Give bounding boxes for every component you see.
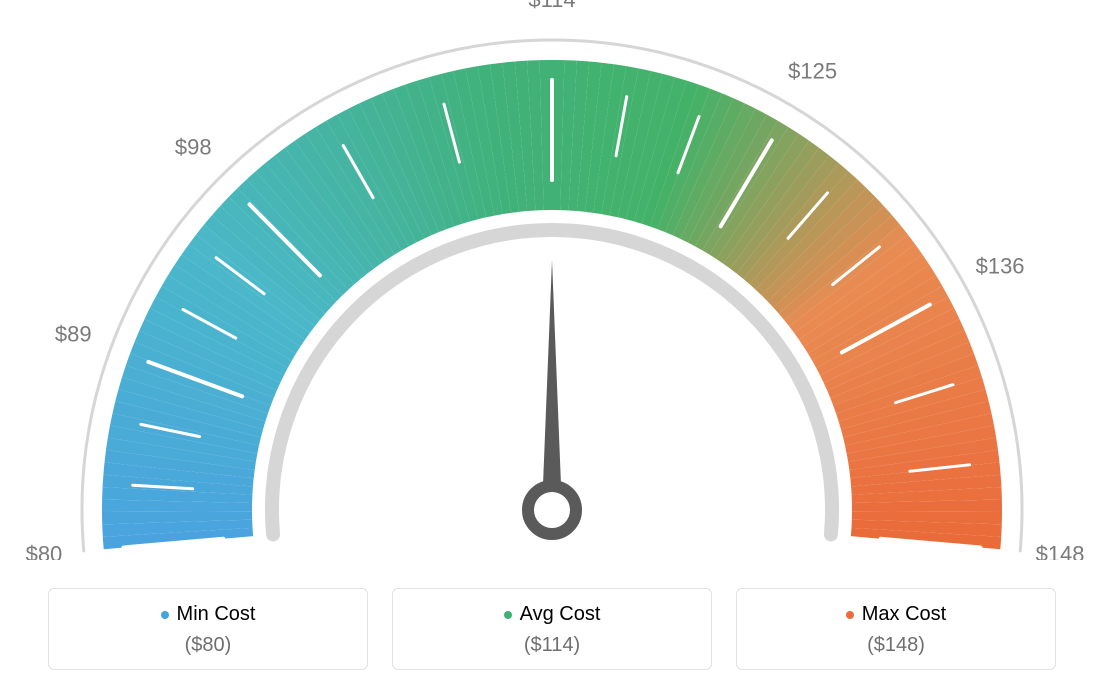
tick-label: $114 bbox=[528, 0, 575, 12]
tick-label: $136 bbox=[976, 253, 1025, 278]
dot-icon bbox=[846, 611, 854, 619]
legend-max-value: ($148) bbox=[747, 634, 1045, 657]
gauge-chart: $80 $89 $98 $114 $125 $136 $148 bbox=[0, 0, 1104, 560]
legend-min-value: ($80) bbox=[59, 634, 357, 657]
legend-min-title: Min Cost bbox=[161, 603, 256, 626]
tick-label: $89 bbox=[55, 321, 92, 346]
legend-max-label: Max Cost bbox=[862, 603, 946, 626]
legend-avg-box: Avg Cost ($114) bbox=[392, 588, 712, 670]
legend-max-title: Max Cost bbox=[846, 603, 946, 626]
dot-icon bbox=[161, 611, 169, 619]
legend-avg-title: Avg Cost bbox=[504, 603, 601, 626]
legend-avg-value: ($114) bbox=[403, 634, 701, 657]
tick-label: $125 bbox=[788, 59, 837, 84]
legend-min-label: Min Cost bbox=[177, 603, 256, 626]
gauge-svg: $80 $89 $98 $114 $125 $136 $148 bbox=[0, 0, 1104, 560]
legend: Min Cost ($80) Avg Cost ($114) Max Cost … bbox=[0, 588, 1104, 670]
legend-max-box: Max Cost ($148) bbox=[736, 588, 1056, 670]
needle-hub bbox=[528, 486, 576, 534]
tick-label: $148 bbox=[1036, 541, 1085, 560]
legend-avg-label: Avg Cost bbox=[520, 603, 601, 626]
dot-icon bbox=[504, 611, 512, 619]
tick-label: $80 bbox=[26, 541, 63, 560]
tick-label: $98 bbox=[175, 135, 212, 160]
needle bbox=[542, 260, 562, 510]
legend-min-box: Min Cost ($80) bbox=[48, 588, 368, 670]
